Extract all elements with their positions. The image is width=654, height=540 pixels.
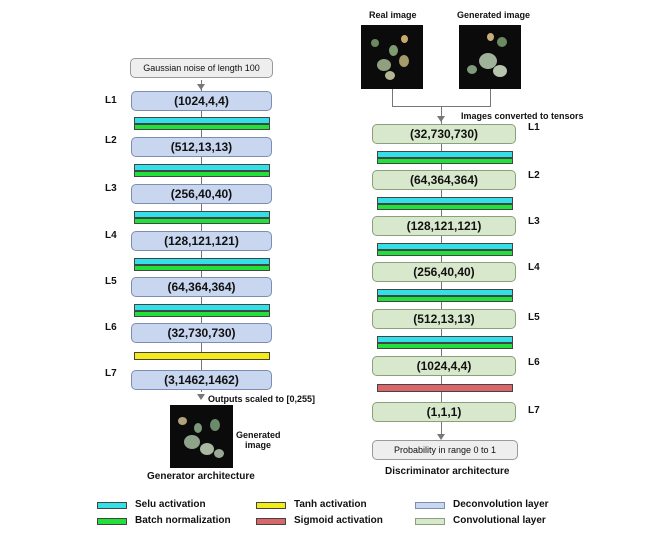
selu-strip: [377, 336, 513, 343]
generator-layer-label: L5: [105, 276, 117, 287]
sigmoid-strip: [377, 384, 513, 392]
discriminator-layer-box: (1,1,1): [372, 402, 516, 422]
batchnorm-strip: [134, 265, 270, 271]
discriminator-layer-label: L2: [528, 170, 540, 181]
discriminator-caption: Discriminator architecture: [385, 466, 510, 477]
real-image: [361, 25, 423, 89]
legend-selu-swatch: [97, 502, 127, 509]
discriminator-layer-box: (64,364,364): [372, 170, 516, 190]
generator-input-arrow: [197, 84, 205, 90]
batchnorm-strip: [377, 250, 513, 256]
selu-strip: [377, 243, 513, 250]
discriminator-layer-box: (32,730,730): [372, 124, 516, 144]
generator-layer-box: (256,40,40): [131, 184, 272, 204]
discriminator-layer-box: (512,13,13): [372, 309, 516, 329]
legend-conv-label: Convolutional layer: [453, 515, 546, 526]
generator-caption: Generator architecture: [147, 471, 255, 482]
generator-layer-label: L7: [105, 368, 117, 379]
legend-tanh-swatch: [256, 502, 286, 509]
generator-layer-box: (64,364,364): [131, 277, 272, 297]
tensor-note: Images converted to tensors: [461, 111, 584, 121]
legend-batchnorm-label: Batch normalization: [135, 515, 231, 526]
batchnorm-strip: [377, 158, 513, 164]
generated-image-label: Generated image: [457, 10, 531, 20]
discriminator-layer-box: (128,121,121): [372, 216, 516, 236]
generator-layer-label: L3: [105, 183, 117, 194]
batchnorm-strip: [134, 218, 270, 224]
generator-layer-box: (512,13,13): [131, 137, 272, 157]
batchnorm-strip: [134, 124, 270, 130]
legend-tanh-label: Tanh activation: [294, 499, 367, 510]
legend-conv-swatch: [415, 518, 445, 525]
discriminator-output-box: Probability in range 0 to 1: [372, 440, 518, 460]
discriminator-layer-label: L5: [528, 312, 540, 323]
real-image-label: Real image: [369, 10, 417, 20]
discriminator-layer-box: (1024,4,4): [372, 356, 516, 376]
generator-layer-label: L2: [105, 135, 117, 146]
legend-sigmoid-swatch: [256, 518, 286, 525]
batchnorm-strip: [134, 311, 270, 317]
selu-strip: [134, 117, 270, 124]
real-image-connector: [392, 89, 393, 107]
discriminator-layer-box: (256,40,40): [372, 262, 516, 282]
legend-batchnorm-swatch: [97, 518, 127, 525]
batchnorm-strip: [377, 343, 513, 349]
generator-layer-box: (3,1462,1462): [131, 370, 272, 390]
generator-layer-box: (32,730,730): [131, 323, 272, 343]
discriminator-output-arrow: [437, 434, 445, 440]
batchnorm-strip: [377, 204, 513, 210]
discriminator-input-arrow: [437, 116, 445, 122]
legend-selu-label: Selu activation: [135, 499, 206, 510]
generator-input-box: Gaussian noise of length 100: [130, 58, 273, 78]
tanh-strip: [134, 352, 270, 360]
legend-sigmoid-label: Sigmoid activation: [294, 515, 383, 526]
generator-layer-box: (1024,4,4): [131, 91, 272, 111]
batchnorm-strip: [377, 296, 513, 302]
batchnorm-strip: [134, 171, 270, 177]
generator-layer-label: L1: [105, 95, 117, 106]
selu-strip: [134, 211, 270, 218]
discriminator-generated-image: [459, 25, 521, 89]
discriminator-layer-label: L6: [528, 357, 540, 368]
generator-layer-label: L6: [105, 322, 117, 333]
discriminator-layer-label: L3: [528, 216, 540, 227]
generator-output-note: Outputs scaled to [0,255]: [208, 394, 316, 404]
selu-strip: [134, 164, 270, 171]
selu-strip: [134, 304, 270, 311]
selu-strip: [134, 258, 270, 265]
generator-output-arrow: [197, 394, 205, 400]
selu-strip: [377, 197, 513, 204]
generator-output-image: [170, 405, 233, 468]
selu-strip: [377, 151, 513, 158]
legend-deconv-label: Deconvolution layer: [453, 499, 549, 510]
selu-strip: [377, 289, 513, 296]
discriminator-layer-label: L1: [528, 122, 540, 133]
generated-image-connector: [490, 89, 491, 107]
discriminator-layer-label: L4: [528, 262, 540, 273]
legend-deconv-swatch: [415, 502, 445, 509]
generator-layer-label: L4: [105, 230, 117, 241]
discriminator-layer-label: L7: [528, 405, 540, 416]
generator-layer-box: (128,121,121): [131, 231, 272, 251]
generator-output-image-caption: Generated image: [236, 430, 281, 450]
